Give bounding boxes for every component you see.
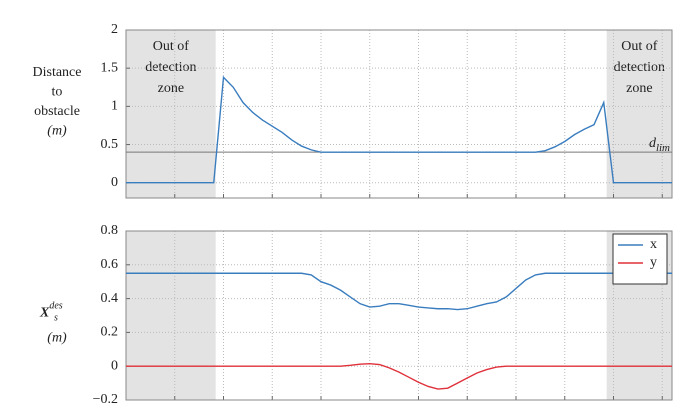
y-axis-label: Xdes s <box>39 301 63 324</box>
span-text: Out of <box>153 39 190 54</box>
y-label-sup: des <box>49 301 62 312</box>
span-text: zone <box>626 81 652 96</box>
y-tick-label: 0 <box>111 175 118 190</box>
series-line <box>126 75 672 184</box>
y-axis-label-unit: (m) <box>47 331 67 346</box>
axes-frame <box>125 230 673 401</box>
legend-label: y <box>650 255 657 270</box>
series-line <box>126 272 672 311</box>
y-axis-label: (m) <box>47 123 67 138</box>
y-tick-label: 0.2 <box>101 325 119 340</box>
y-tick-label: 0.6 <box>101 257 119 272</box>
y-axis-label: Distance <box>33 65 82 80</box>
y-tick-label: −0.2 <box>93 392 118 407</box>
legend-label: x <box>650 237 657 252</box>
y-tick-label: 0 <box>111 358 118 373</box>
span-text: Out of <box>621 39 658 54</box>
reference-label-sub: lim <box>656 142 670 154</box>
y-tick-label: 0.8 <box>101 223 119 238</box>
shaded-span <box>606 30 672 198</box>
legend-box <box>612 233 668 285</box>
span-text: detection <box>145 60 196 75</box>
span-text: zone <box>158 81 184 96</box>
y-tick-label: 1 <box>111 99 118 114</box>
y-axis-label: to <box>52 84 63 99</box>
reference-label: dlim <box>649 136 670 153</box>
y-label-sub: s <box>54 313 58 324</box>
y-label-symbol: X <box>39 306 50 321</box>
series-line <box>126 362 672 390</box>
y-axis-label: obstacle <box>34 104 80 119</box>
y-tick-label: 0.4 <box>101 291 119 306</box>
y-tick-label: 1.5 <box>101 60 119 75</box>
shaded-span <box>126 231 216 400</box>
shaded-span <box>126 30 216 198</box>
y-tick-label: 0.5 <box>101 137 119 152</box>
reference-label-main: d <box>649 136 657 151</box>
axes-frame <box>125 29 673 199</box>
y-tick-label: 2 <box>111 22 118 37</box>
